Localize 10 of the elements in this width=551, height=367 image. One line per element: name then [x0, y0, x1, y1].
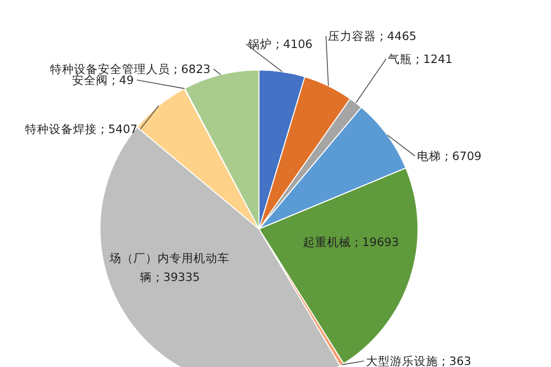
slice-label: 特种设备焊接 ; 5407 [25, 122, 138, 136]
slice-label: 起重机械 ; 19693 [303, 235, 399, 249]
slice-label: 场（厂）内专用机动车辆 ; 39335 [108, 251, 230, 284]
slice-label: 特种设备安全管理人员 ; 6823 [50, 62, 210, 76]
slice-label: 锅炉 ; 4106 [247, 37, 312, 51]
slice-label: 安全阀 ; 49 [72, 73, 134, 87]
slice-label: 压力容器 ; 4465 [328, 29, 416, 43]
slice-label: 大型游乐设施 ; 363 [366, 354, 472, 367]
slice-label: 电梯 ; 6709 [417, 149, 482, 163]
slice-label: 气瓶 ; 1241 [388, 52, 452, 66]
